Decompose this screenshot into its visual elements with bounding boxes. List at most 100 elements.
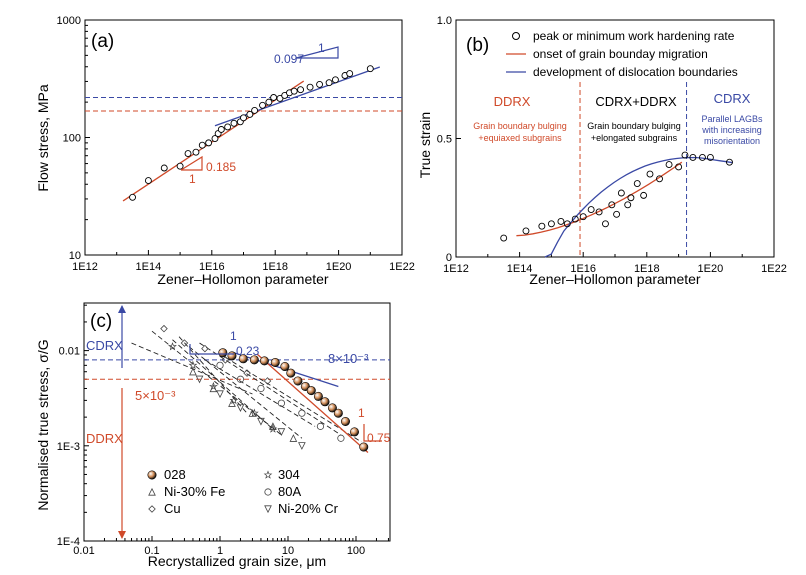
a-data-point xyxy=(205,139,213,147)
c-point-80a xyxy=(337,434,345,442)
b-data-point xyxy=(602,220,609,228)
a-data-point xyxy=(366,65,374,73)
b-data-point xyxy=(547,220,555,228)
b-data-point xyxy=(689,154,697,161)
legend-c-label-5: Ni-20% Cr xyxy=(278,501,339,516)
c-fit-line-1 xyxy=(256,353,369,454)
c-dashed-guide-2 xyxy=(172,339,274,430)
legend-c-marker-1 xyxy=(148,487,156,496)
panel-c-slope-triangle-bottom xyxy=(363,424,382,442)
a-data-point xyxy=(198,141,206,149)
region-cdrx-line2: with increasing xyxy=(701,125,762,135)
region-mixed-line1: Grain boundary bulging xyxy=(587,121,681,131)
c-point-028 xyxy=(359,442,369,452)
region-ddrx-line1: Grain boundary bulging xyxy=(473,121,567,131)
a-data-point xyxy=(144,177,152,185)
region-ddrx-line2: +equiaxed subgrains xyxy=(478,133,562,143)
a-ytick-label: 1000 xyxy=(57,15,81,27)
c-point-028 xyxy=(333,408,343,418)
b-data-point xyxy=(608,201,616,209)
panel-a-xlabel: Zener–Hollomon parameter xyxy=(157,271,329,287)
cdrx-arrow-head xyxy=(118,305,126,313)
c-point-028 xyxy=(280,362,290,372)
a-fit-line-1 xyxy=(214,66,381,127)
a-data-point xyxy=(217,126,225,133)
c-ytick-label: 1E-3 xyxy=(57,441,80,453)
c-point-ni-30-fe xyxy=(289,434,298,442)
b-data-point xyxy=(706,154,714,161)
legend-c-label-4: 80A xyxy=(278,484,301,499)
legend-c-label-0: 028 xyxy=(164,467,186,482)
c-point-ni-30-fe xyxy=(228,399,236,407)
c-point-028 xyxy=(218,348,228,358)
c-point-cu xyxy=(201,344,209,353)
b-xtick-label: 1E22 xyxy=(761,263,787,275)
a-ytick-label: 100 xyxy=(63,133,81,145)
region-mixed-line2: +elongated subgrains xyxy=(591,133,678,143)
b-data-point xyxy=(699,154,706,161)
panel-c-slope-triangle-top xyxy=(189,344,234,355)
c-point-028 xyxy=(286,368,296,378)
c-ytick-label: 1E-4 xyxy=(57,536,80,548)
b-data-point xyxy=(500,234,508,242)
b-data-point xyxy=(617,189,625,197)
b-ytick-label: 1.0 xyxy=(437,15,452,27)
legend-c-marker-2 xyxy=(148,505,156,513)
panel-a: 1E12 1E14 1E16 1E18 1E20 1E22 10 100 1000 (a) Ze… xyxy=(35,15,415,287)
c-point-80a xyxy=(216,361,224,369)
region-cdrx-line3: misorientation xyxy=(704,136,760,146)
b-xtick-label: 1E20 xyxy=(698,263,724,275)
c-point-80a xyxy=(298,409,306,417)
c-point-80a xyxy=(236,375,245,383)
legend-c-label-1: Ni-30% Fe xyxy=(164,484,225,499)
region-cdrx-line1: Parallel LAGBs xyxy=(701,114,763,124)
b-ytick-label: 0.5 xyxy=(437,134,452,146)
c-point-ni-20-cr xyxy=(236,404,245,413)
panel-c-frame xyxy=(83,302,391,542)
c-point-ni-30-fe xyxy=(189,367,197,376)
a-data-point xyxy=(192,148,200,156)
b-data-point xyxy=(571,215,579,223)
a-xtick-label: 1E18 xyxy=(262,261,288,273)
legend-c-marker-4 xyxy=(264,488,272,496)
c-point-028 xyxy=(327,403,337,413)
b-data-point xyxy=(646,170,654,178)
b-data-point xyxy=(681,151,689,159)
legend-c-label-3: 304 xyxy=(278,467,300,482)
c-dashed-guide-1 xyxy=(151,330,282,436)
region-label-ddrx: DDRX xyxy=(86,431,123,446)
panel-a-slope-triangle-top xyxy=(295,46,339,59)
a-data-point xyxy=(276,94,284,102)
c-point-304 xyxy=(229,395,239,405)
b-data-point xyxy=(726,158,733,166)
legend-marker-circle xyxy=(512,32,520,40)
c-dashed-guide-6 xyxy=(204,359,316,427)
c-xtick-label: 0.1 xyxy=(144,545,159,557)
c-dashed-guide-0 xyxy=(131,342,253,395)
a-data-point xyxy=(211,135,219,142)
c-point-cu xyxy=(160,324,168,333)
b-data-point xyxy=(563,220,571,228)
a-data-point xyxy=(297,86,305,94)
b-data-point xyxy=(633,180,641,187)
legend-c-label-2: Cu xyxy=(164,501,181,516)
b-data-point xyxy=(627,194,635,202)
c-point-304 xyxy=(249,408,259,417)
a-data-point xyxy=(224,123,232,131)
panel-c-legend: 028 Ni-30% Fe Cu 304 80A Ni-20% Cr xyxy=(147,467,339,516)
b-ytick-label: 0 xyxy=(446,252,452,264)
c-point-028 xyxy=(306,386,316,396)
b-data-point xyxy=(522,227,530,235)
c-point-028 xyxy=(340,416,350,426)
panel-c-ylabel: Normalised true stress, σ/G xyxy=(35,339,51,510)
panel-b: 1E12 1E14 1E16 1E18 1E20 1E22 0 0.5 1.0 (b) Zene… xyxy=(417,15,787,287)
a-data-point xyxy=(184,150,192,158)
panel-b-legend: peak or minimum work hardening rate onse… xyxy=(506,29,738,79)
b-xtick-label: 1E18 xyxy=(634,263,660,275)
region-label-cdrx: CDRX xyxy=(86,338,123,353)
a-xtick-label: 1E14 xyxy=(136,261,162,273)
panel-c-slope-bottom-value: 0.75 xyxy=(367,431,391,445)
c-point-028 xyxy=(349,427,359,437)
a-data-point xyxy=(316,80,324,88)
b-data-point xyxy=(595,208,603,216)
